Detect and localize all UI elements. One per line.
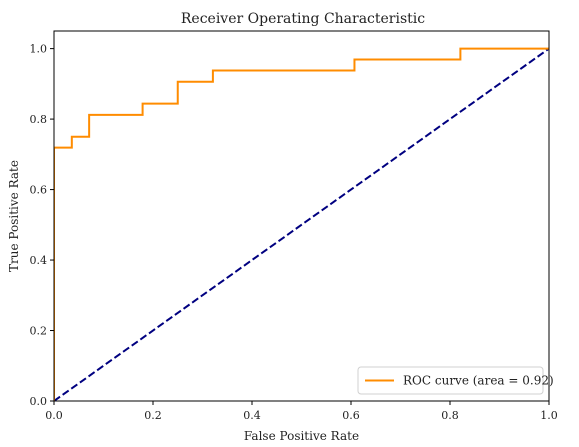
y-tick-label: 1.0 xyxy=(30,43,48,56)
axis-ticks: 0.0 0.2 0.4 0.6 0.8 1.0 0.0 0.2 0.4 0.6 0.8 1.0 xyxy=(30,43,558,422)
y-tick-label: 0.8 xyxy=(30,113,48,126)
x-tick-label: 0.8 xyxy=(441,409,459,422)
x-tick-label: 0.6 xyxy=(342,409,360,422)
chance-diagonal-line xyxy=(54,47,549,401)
legend-box xyxy=(357,366,544,395)
x-tick-label: 0.4 xyxy=(243,409,261,422)
legend: ROC curve (area = 0.92) xyxy=(357,366,554,395)
y-tick-label: 0.4 xyxy=(30,254,48,267)
x-tick-label: 1.0 xyxy=(540,409,558,422)
legend-label-roc-curve: ROC curve (area = 0.92) xyxy=(403,374,554,388)
y-tick-label: 0.0 xyxy=(30,395,48,408)
y-tick-label: 0.2 xyxy=(30,325,48,338)
roc-curve-line xyxy=(54,47,549,401)
x-axis-label: False Positive Rate xyxy=(244,429,359,443)
y-axis-label: True Positive Rate xyxy=(7,160,21,272)
plot-frame xyxy=(53,30,550,402)
x-tick-label: 0.2 xyxy=(144,409,162,422)
chart-title: Receiver Operating Characteristic xyxy=(181,11,425,27)
plot-area xyxy=(54,47,549,401)
x-tick-label: 0.0 xyxy=(45,409,63,422)
y-tick-label: 0.6 xyxy=(30,184,48,197)
